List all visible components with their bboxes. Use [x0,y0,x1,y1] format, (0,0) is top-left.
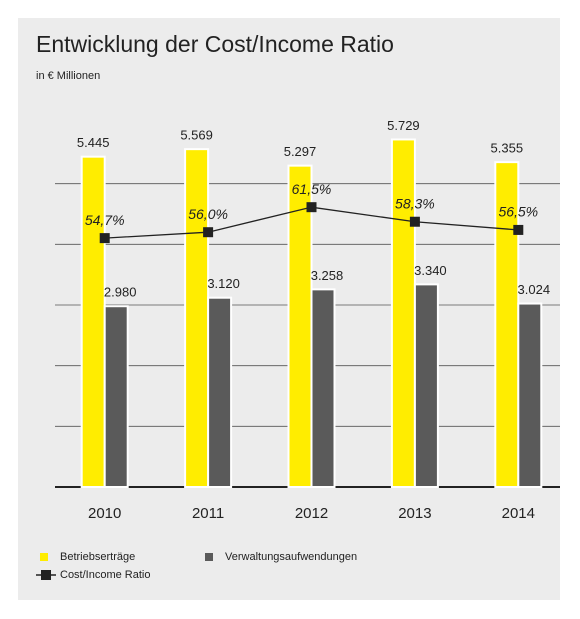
bar [310,288,336,488]
legend-swatch [40,553,48,561]
bar [80,155,106,488]
line-marker [513,224,524,235]
line-marker [203,227,214,238]
value-label: 5.729 [387,118,420,133]
value-label: 56,0% [188,206,228,222]
bar [287,164,313,488]
line-marker [409,216,420,227]
legend-label: Cost/Income Ratio [60,569,150,581]
value-label: 5.355 [491,141,524,156]
bar [413,283,439,488]
x-tick-label: 2011 [192,505,224,522]
value-label: 3.258 [311,268,344,283]
bar [184,148,210,488]
x-tick-label: 2014 [502,505,535,522]
bar [207,296,233,488]
chart-title: Entwicklung der Cost/Income Ratio [36,31,394,57]
bar [390,138,416,488]
value-label: 5.445 [77,135,110,150]
line-marker [306,202,317,213]
value-label: 2.980 [104,285,137,300]
line-marker [99,233,110,244]
value-label: 5.569 [180,128,213,143]
value-label: 3.340 [414,263,447,278]
x-tick-label: 2010 [88,505,121,522]
value-label: 56,5% [498,204,538,220]
legend-label: Betriebserträge [60,551,135,563]
bar [103,305,129,489]
value-label: 58,3% [395,195,435,211]
chart-subtitle: in € Millionen [36,70,100,82]
value-label: 3.120 [207,276,240,291]
legend-swatch [205,553,213,561]
x-tick-label: 2012 [295,505,328,522]
value-label: 5.297 [284,144,317,159]
value-label: 3.024 [518,282,551,297]
legend-label: Verwaltungsaufwendungen [225,551,357,563]
legend-marker [41,570,51,580]
x-tick-label: 2013 [398,505,431,522]
bar [517,302,543,488]
value-label: 61,5% [292,181,332,197]
value-label: 54,7% [85,212,125,228]
